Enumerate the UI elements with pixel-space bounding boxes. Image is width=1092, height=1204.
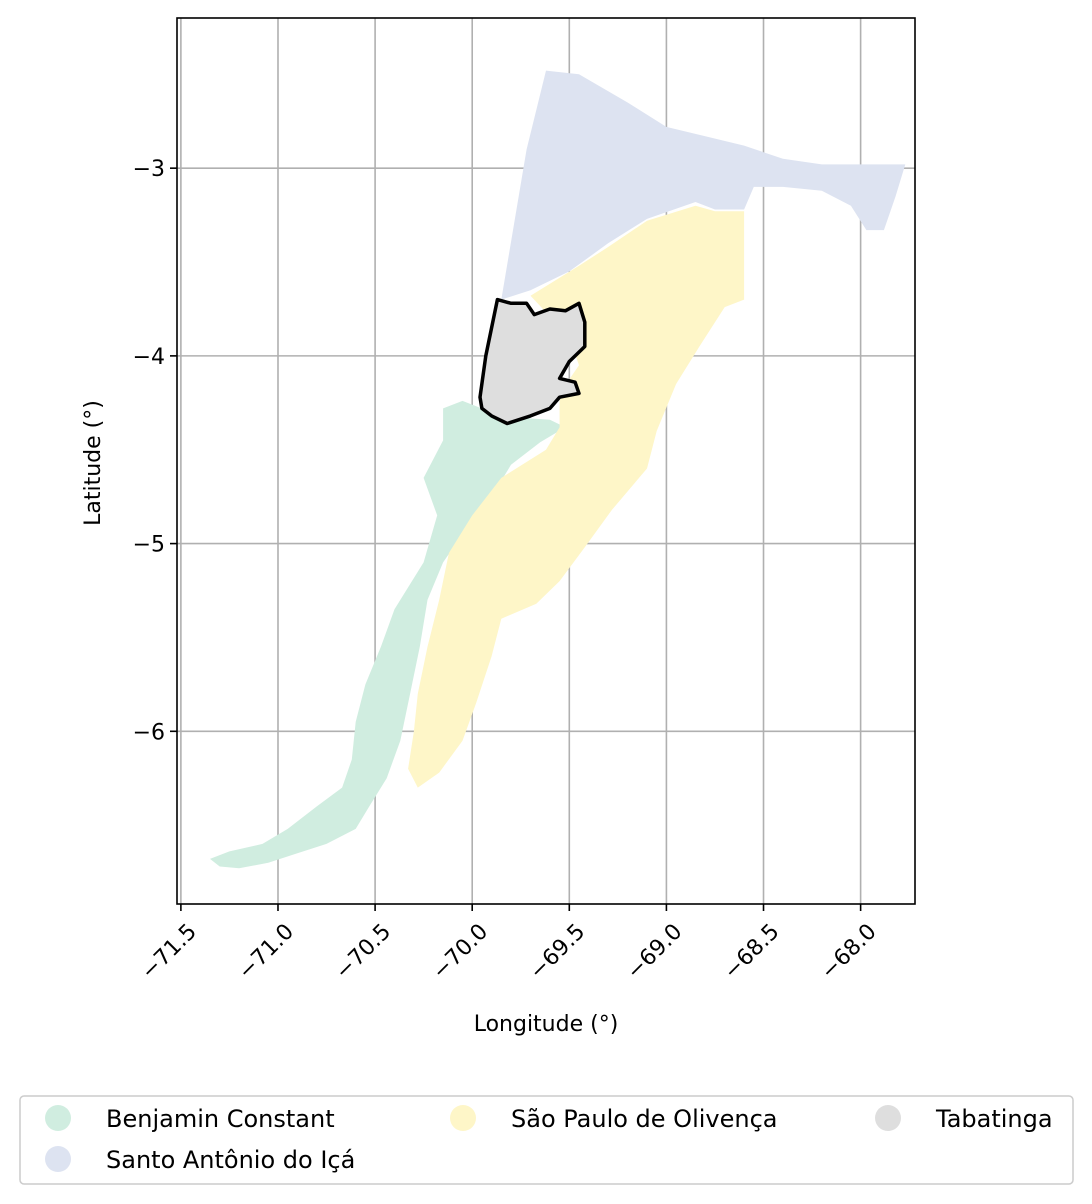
y-tick-label-0: −3 xyxy=(133,157,165,182)
map-regions xyxy=(210,70,906,869)
region-tabatinga xyxy=(478,297,587,426)
legend-label-santo-antonio-do-ica: Santo Antônio do Içá xyxy=(106,1146,355,1174)
x-tick-label-4: −69.5 xyxy=(525,919,590,984)
y-axis-label: Latitude (°) xyxy=(81,400,106,526)
x-tick-label-7: −68.0 xyxy=(816,919,881,984)
plot-frame xyxy=(176,17,916,905)
legend-marker-santo-antonio-do-ica xyxy=(45,1146,71,1172)
x-tick-label-0: −71.5 xyxy=(137,919,202,984)
legend-marker-benjamin-constant xyxy=(45,1105,71,1131)
x-tick-label-6: −68.5 xyxy=(719,919,784,984)
x-axis-label: Longitude (°) xyxy=(474,1012,619,1037)
x-tick-label-5: −69.0 xyxy=(622,919,687,984)
x-tick-label-3: −70.0 xyxy=(428,919,493,984)
legend-label-benjamin-constant: Benjamin Constant xyxy=(106,1105,335,1133)
y-tick-label-1: −4 xyxy=(133,345,165,370)
x-tick-label-1: −71.0 xyxy=(234,919,299,984)
legend-marker-sao-paulo-de-olivenca xyxy=(450,1105,476,1131)
y-tick-label-2: −5 xyxy=(133,533,165,558)
region-santo-antonio-do-ica xyxy=(501,70,906,300)
region-benjamin-constant xyxy=(210,400,566,869)
legend-label-sao-paulo-de-olivenca: São Paulo de Olivença xyxy=(511,1105,777,1133)
region-sao-paulo-de-olivenca xyxy=(408,205,745,788)
legend-marker-tabatinga xyxy=(875,1105,901,1131)
legend-label-tabatinga: Tabatinga xyxy=(935,1105,1053,1133)
legend-box xyxy=(19,1095,1074,1185)
x-tick-label-2: −70.5 xyxy=(331,919,396,984)
y-tick-label-3: −6 xyxy=(133,720,165,745)
legend: Benjamin Constant São Paulo de Olivença Ta… xyxy=(45,1105,1053,1174)
